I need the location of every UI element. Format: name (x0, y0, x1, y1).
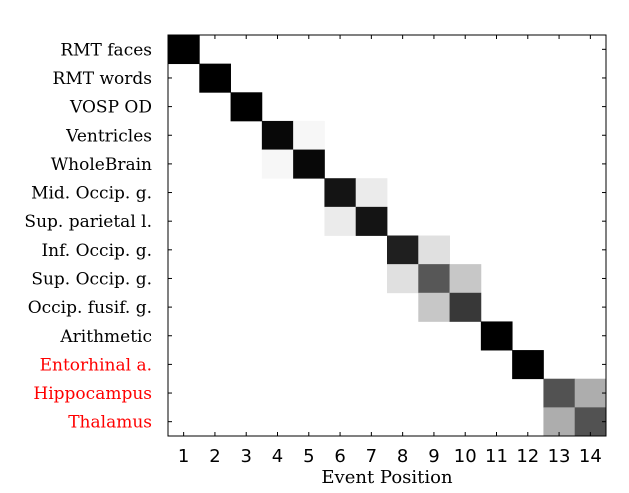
row-label: Mid. Occip. g. (31, 184, 152, 204)
row-label: Hippocampus (33, 384, 152, 404)
plot-frame (167, 34, 607, 437)
heatmap-cell (574, 407, 607, 437)
row-label: Thalamus (68, 413, 152, 433)
x-tick-label: 4 (272, 446, 283, 467)
heatmap-cell (512, 350, 544, 380)
row-label: WholeBrain (51, 155, 152, 175)
heatmap-cell (261, 149, 294, 179)
heatmap-cell (543, 407, 576, 437)
heatmap-cell (387, 235, 419, 265)
heatmap-cells (168, 35, 607, 437)
x-axis-label: Event Position (321, 467, 453, 488)
row-label: Sup. parietal l. (24, 212, 152, 232)
x-tick-label: 6 (334, 446, 345, 467)
axis-ticks (168, 35, 606, 436)
column-tick-labels: 1 2 3 4 5 6 7 8 9 10 11 12 13 14 (178, 446, 602, 467)
x-tick-label: 13 (548, 446, 571, 467)
x-tick-label: 3 (240, 446, 251, 467)
row-label: Inf. Occip. g. (41, 241, 152, 261)
x-tick-label: 12 (516, 446, 539, 467)
heatmap-cell (324, 206, 357, 236)
heatmap-cell (418, 235, 450, 265)
heatmap-cell (293, 149, 325, 179)
x-tick-label: 9 (428, 446, 439, 467)
x-tick-label: 14 (579, 446, 602, 467)
x-tick-label: 10 (454, 446, 477, 467)
x-tick-label: 1 (178, 446, 189, 467)
heatmap-cell (418, 264, 450, 294)
x-tick-label: 2 (209, 446, 220, 467)
heatmap-cell (355, 178, 388, 208)
row-labels: RMT faces RMT words VOSP OD Ventricles Whole… (24, 40, 152, 432)
heatmap-cell (355, 206, 388, 236)
row-label: VOSP OD (69, 98, 152, 118)
heatmap-cell (543, 378, 576, 408)
row-label: Ventricles (65, 126, 152, 146)
heatmap-cell (574, 378, 607, 408)
heatmap-cell (387, 264, 419, 294)
heatmap-cell (261, 120, 294, 150)
row-label: Sup. Occip. g. (31, 269, 152, 289)
row-label: Occip. fusif. g. (28, 298, 152, 318)
heatmap-cell (449, 264, 482, 294)
heatmap-cell (324, 178, 357, 208)
x-tick-label: 8 (397, 446, 408, 467)
x-tick-label: 11 (485, 446, 508, 467)
row-label: RMT faces (60, 40, 152, 60)
heatmap-cell (293, 120, 325, 150)
heatmap-cell (480, 321, 513, 351)
row-label: Entorhinal a. (40, 355, 152, 375)
x-tick-label: 5 (303, 446, 314, 467)
heatmap-cell (449, 292, 482, 322)
heatmap-cell (168, 35, 200, 65)
x-tick-label: 7 (366, 446, 377, 467)
heatmap-cell (199, 63, 231, 93)
row-label: RMT words (53, 69, 152, 89)
row-label: Arithmetic (59, 327, 152, 347)
heatmap-cell (230, 92, 263, 122)
heatmap-cell (418, 292, 450, 322)
